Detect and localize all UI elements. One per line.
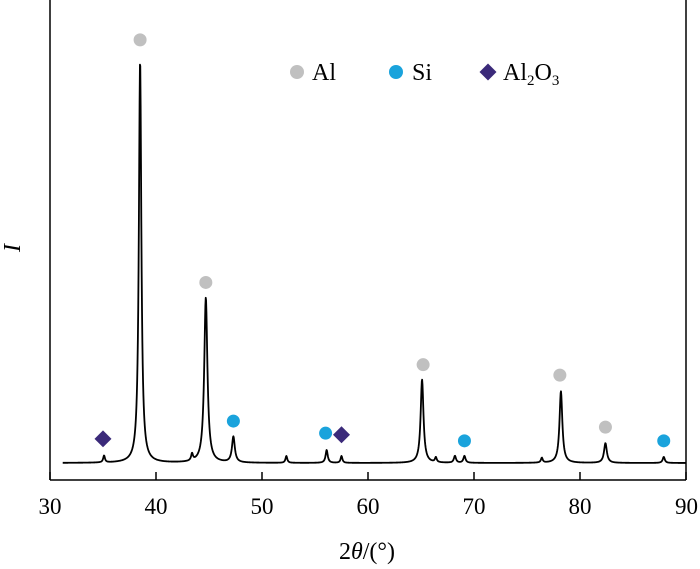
al-peak-marker <box>133 33 147 47</box>
al-peak-marker <box>553 368 567 382</box>
y-axis-title: I <box>0 243 26 253</box>
al-peak-marker <box>416 358 430 372</box>
x-tick-label: 60 <box>357 494 380 519</box>
x-tick-label: 80 <box>569 494 592 519</box>
al-peak-marker <box>598 420 612 434</box>
peak-markers <box>94 33 671 448</box>
si-peak-marker <box>226 414 240 428</box>
legend-marker-al <box>290 65 304 79</box>
series-line <box>62 63 687 464</box>
x-tick-label: 90 <box>675 494 698 519</box>
al-peak-marker <box>199 275 213 289</box>
x-axis-title: 2θ/(°) <box>339 539 395 565</box>
si-peak-marker <box>457 434 471 448</box>
legend-marker-al2o3 <box>479 63 497 81</box>
al2o3-peak-marker <box>333 426 350 444</box>
x-tick-label: 70 <box>463 494 486 519</box>
legend-label-si: Si <box>412 60 432 86</box>
legend-label-al: Al <box>312 60 336 86</box>
legend-label-al2o3: Al2O3 <box>503 60 559 89</box>
al2o3-peak-marker <box>94 430 112 448</box>
plot-frame <box>49 0 687 481</box>
legend: Al Si Al2O3 <box>290 60 559 89</box>
si-peak-marker <box>657 434 671 448</box>
si-peak-marker <box>319 426 333 440</box>
x-tick-label: 40 <box>145 494 168 519</box>
legend-marker-si <box>389 65 403 79</box>
x-tick-label: 30 <box>39 494 62 519</box>
x-tick-label: 50 <box>251 494 274 519</box>
x-axis-ticks: 30 40 50 60 70 80 90 <box>39 472 698 519</box>
